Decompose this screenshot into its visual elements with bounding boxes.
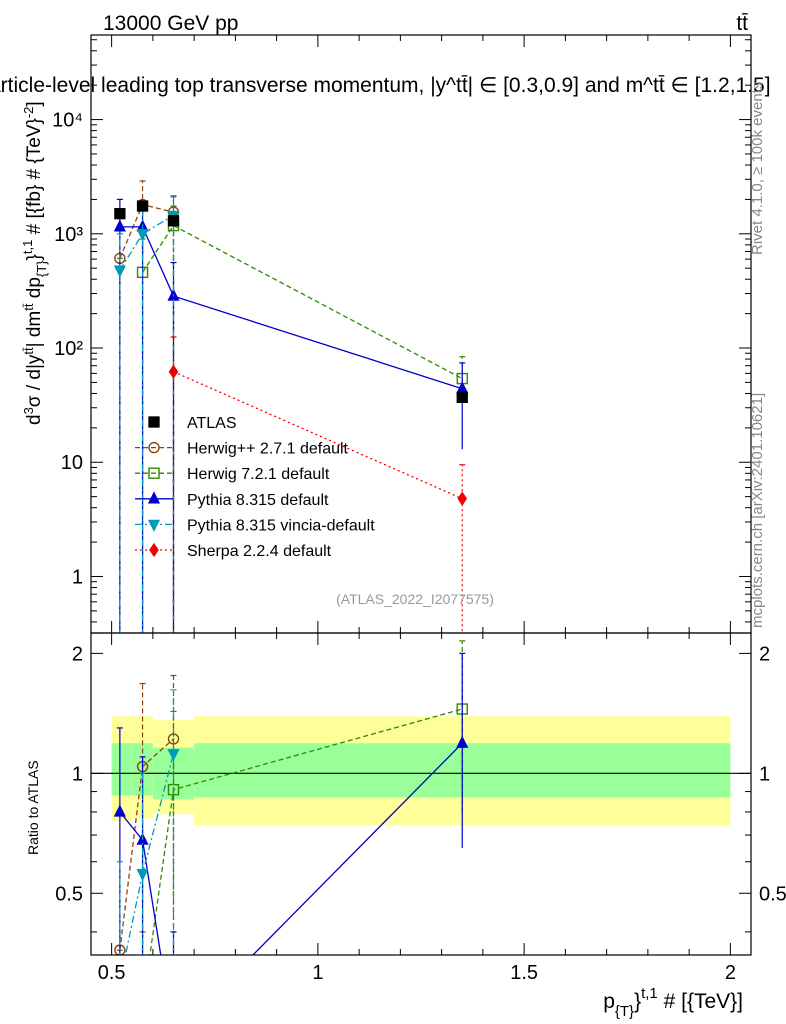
y-tick-label: 10⁴ [52, 110, 83, 132]
axis-title-part: ] [24, 101, 45, 106]
main-panel: 1 10 10² 10³ 10⁴ ATLAS Herwig++ 2.7.1 default H… [52, 34, 752, 634]
axis-titles: d3σ / d|ytt̄| dmtt̄ dp{T}}t,1 # [{fb} # … [20, 101, 743, 1020]
y-tick-label: 2 [72, 643, 83, 665]
legend-label: Herwig 7.2.1 default [187, 466, 330, 483]
axis-title-part: -2 [21, 107, 36, 119]
legend-label: Sherpa 2.2.4 default [187, 543, 332, 560]
series-herwig7 [138, 640, 468, 1011]
axis-title-part: d [24, 414, 45, 425]
y-tick-label: 10² [54, 338, 83, 360]
axis-title-part: # [{TeV}] [658, 990, 743, 1013]
axis-title-part: | dm [24, 311, 45, 348]
legend-marker [148, 441, 160, 454]
series-data [114, 200, 468, 403]
data-point [456, 391, 468, 403]
data-point [167, 215, 180, 227]
legend-item-herwigpp: Herwig++ 2.7.1 default [135, 441, 349, 458]
y-tick-label: 10³ [54, 224, 83, 246]
axis-title-part: dp [24, 277, 45, 303]
axis-title-part: {T} [615, 1003, 634, 1020]
legend-marker [149, 542, 159, 558]
data-point [114, 208, 126, 220]
data-point [113, 219, 126, 232]
ratio-y-axis-title: Ratio to ATLAS [25, 760, 41, 855]
mcplots-label: mcplots.cern.ch [arXiv:2401.10621] [749, 393, 766, 628]
legend-marker [148, 467, 160, 479]
data-point [113, 265, 126, 278]
main-y-axis-title: d3σ / d|ytt̄| dmtt̄ dp{T}}t,1 # [{fb} # … [20, 101, 49, 425]
process-label: tt̄ [736, 12, 748, 35]
main-plot-area [113, 180, 469, 633]
side-labels: Rivet 4.1.0, ≥ 100k events mcplots.cern.… [749, 82, 766, 628]
axis-title-part: σ / d|y [24, 354, 45, 407]
axis-title-part: t,1 [641, 985, 658, 1002]
y-tick-label: 0.5 [55, 883, 83, 905]
data-point [113, 804, 126, 817]
uncertainty-band-inner [111, 743, 133, 796]
ratio-plot-area [91, 640, 751, 1011]
series-vincia [116, 689, 180, 955]
legend-label: Pythia 8.315 vincia-default [187, 517, 375, 534]
y-tick-label: 1 [72, 566, 83, 588]
legend-marker [147, 519, 161, 532]
header: 13000 GeV pp tt̄ Particle-level leading … [0, 12, 771, 97]
y-tick-label-right: 2 [759, 643, 770, 665]
y-tick-label: 10 [61, 452, 83, 474]
legend-label: Pythia 8.315 default [187, 492, 329, 509]
axis-title-part: tt̄ [21, 347, 36, 355]
analysis-id: (ATLAS_2022_I2077575) [336, 591, 494, 607]
y-tick-label-right: 0.5 [759, 883, 786, 905]
axis-title-part: p [603, 990, 615, 1013]
legend-label: ATLAS [187, 415, 237, 432]
data-point [136, 200, 149, 212]
series-herwigpp [114, 180, 180, 633]
axis-title-part: } [634, 990, 641, 1013]
series-sherpa [168, 336, 468, 633]
x-tick-label: 1 [312, 962, 323, 984]
x-axis-title: p{T}}t,1 # [{TeV}] [603, 985, 743, 1020]
x-tick-label: 2 [725, 962, 736, 984]
data-point [168, 364, 179, 379]
rivet-label: Rivet 4.1.0, ≥ 100k events [749, 82, 766, 255]
data-point [167, 749, 180, 762]
axis-title-part: # [{fb} # {TeV} [24, 118, 45, 240]
data-point [457, 491, 468, 506]
axis-title-part: 3 [21, 407, 36, 414]
legend-marker [147, 491, 161, 504]
analysis-id-group: (ATLAS_2022_I2077575) [336, 591, 494, 607]
axis-title-part: tt̄ [21, 303, 36, 311]
legend-item-data: ATLAS [148, 415, 237, 432]
axis-title-part: } [24, 254, 45, 260]
y-tick-label-right: 1 [759, 763, 770, 785]
axis-title-part: t,1 [20, 240, 35, 254]
plot-title: Particle-level leading top transverse mo… [0, 74, 771, 97]
data-point [138, 1001, 148, 1011]
ratio-panel: 0.5 0.5 1 1 2 2 0.5 1 1.5 2 [55, 632, 786, 1011]
y-tick-label: 1 [72, 763, 83, 785]
legend-item-vincia: Pythia 8.315 vincia-default [135, 517, 375, 534]
series-line [119, 742, 463, 955]
legend-label: Herwig++ 2.7.1 default [187, 441, 349, 458]
legend-item-pythia: Pythia 8.315 default [135, 491, 329, 509]
axes-frame [90, 632, 752, 956]
data-point [456, 735, 469, 748]
energy-label: 13000 GeV pp [103, 12, 238, 35]
legend-item-herwig7: Herwig 7.2.1 default [135, 466, 330, 483]
series-vincia [113, 196, 180, 633]
legend-item-sherpa: Sherpa 2.2.4 default [135, 542, 332, 560]
data-point [136, 869, 149, 882]
axis-title-part: {T} [34, 260, 49, 277]
series-pythia [113, 198, 469, 633]
series-line [119, 214, 174, 271]
legend: ATLAS Herwig++ 2.7.1 default Herwig 7.2.1 … [135, 415, 375, 560]
series-line [119, 226, 463, 390]
x-tick-label: 0.5 [98, 962, 126, 984]
data-point [136, 229, 149, 242]
series-pythia [113, 652, 469, 955]
x-tick-label: 1.5 [510, 962, 538, 984]
legend-marker [148, 416, 160, 428]
